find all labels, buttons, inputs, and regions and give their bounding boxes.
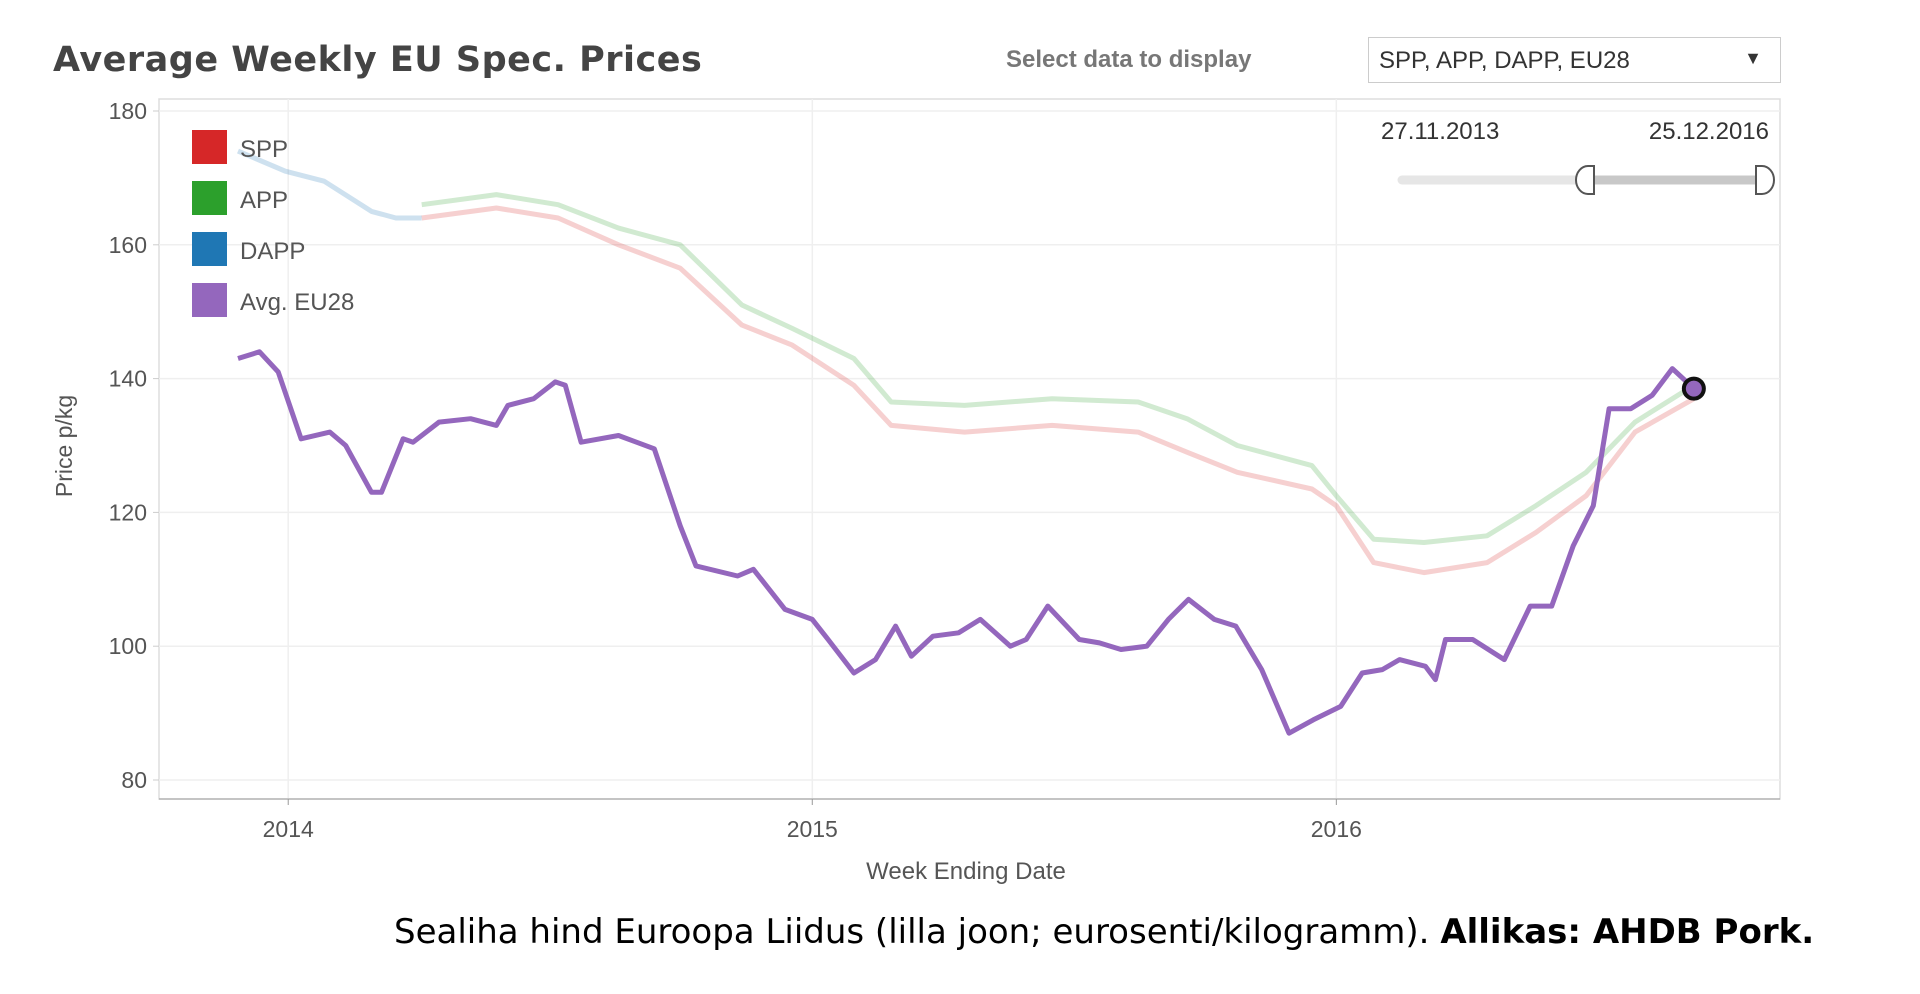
- y-tick-label: 160: [109, 232, 147, 258]
- series-line-dapp: [237, 148, 422, 221]
- caption-text: Sealiha hind Euroopa Liidus (lilla joon;…: [394, 912, 1430, 952]
- series-line-avg-eu28: [237, 349, 1696, 736]
- dropdown-value: SPP, APP, DAPP, EU28: [1379, 47, 1630, 74]
- plot-frame: [158, 98, 1781, 800]
- y-tick-label: 120: [109, 499, 147, 525]
- y-tick-label: 80: [121, 767, 147, 793]
- legend-label: Avg. EU28: [240, 289, 354, 316]
- legend-label: DAPP: [240, 238, 305, 265]
- x-tick-label: 2014: [263, 816, 314, 842]
- y-tick-label: 180: [109, 98, 147, 124]
- legend-swatch: [192, 181, 227, 215]
- date-range-end: 25.12.2016: [1648, 118, 1769, 145]
- caption-source: Allikas: AHDB Pork.: [1440, 912, 1815, 952]
- y-tick-label: 140: [109, 366, 147, 392]
- date-slider-start-handle[interactable]: [1575, 165, 1595, 195]
- x-tick-label: 2016: [1311, 816, 1362, 842]
- date-range-start: 27.11.2013: [1381, 118, 1500, 145]
- legend-swatch: [192, 232, 227, 266]
- y-tick-label: 100: [109, 633, 147, 659]
- highlighted-data-point: [1681, 376, 1706, 401]
- x-axis-label: Week Ending Date: [866, 858, 1066, 885]
- legend-swatch: [192, 130, 227, 164]
- chart-title: Average Weekly EU Spec. Prices: [53, 40, 703, 80]
- legend-label: APP: [240, 187, 288, 214]
- legend-label: SPP: [240, 136, 288, 163]
- series-line-spp: [421, 205, 1696, 576]
- date-slider-end-handle[interactable]: [1755, 165, 1775, 195]
- caret-down-icon: ▼: [1744, 48, 1762, 68]
- caption: Sealiha hind Euroopa Liidus (lilla joon;…: [394, 912, 1814, 952]
- select-data-label: Select data to display: [1006, 46, 1252, 73]
- legend-swatch: [192, 283, 227, 317]
- data-select-dropdown[interactable]: SPP, APP, DAPP, EU28 ▼: [1368, 37, 1781, 83]
- y-axis-label: Price p/kg: [51, 395, 77, 497]
- series-line-app: [421, 192, 1696, 545]
- x-tick-label: 2015: [787, 816, 838, 842]
